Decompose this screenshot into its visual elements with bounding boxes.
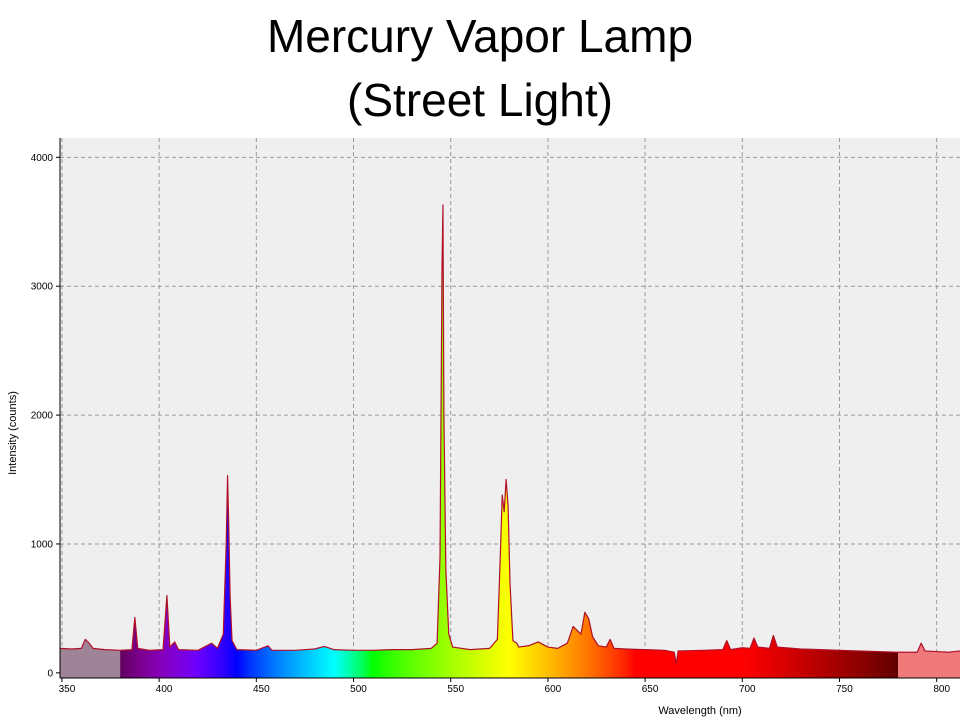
chart-title: (Street Light) bbox=[347, 74, 613, 126]
x-tick-label: 600 bbox=[545, 684, 562, 695]
chart-title: Mercury Vapor Lamp bbox=[267, 10, 693, 62]
x-tick-label: 650 bbox=[642, 684, 659, 695]
x-tick-label: 350 bbox=[59, 684, 76, 695]
x-tick-label: 550 bbox=[447, 684, 464, 695]
y-tick-label: 1000 bbox=[31, 539, 54, 550]
y-tick-label: 4000 bbox=[31, 153, 54, 164]
x-tick-label: 400 bbox=[156, 684, 173, 695]
x-axis-label: Wavelength (nm) bbox=[658, 705, 741, 717]
y-axis-label: Intensity (counts) bbox=[7, 391, 19, 475]
y-tick-label: 3000 bbox=[31, 282, 54, 293]
y-tick-label: 0 bbox=[47, 668, 53, 679]
x-tick-label: 750 bbox=[836, 684, 853, 695]
y-tick-label: 2000 bbox=[31, 411, 54, 422]
x-tick-label: 700 bbox=[739, 684, 756, 695]
x-tick-label: 500 bbox=[350, 684, 367, 695]
spectrum-line bbox=[59, 204, 960, 665]
x-tick-label: 800 bbox=[933, 684, 950, 695]
x-tick-label: 450 bbox=[253, 684, 270, 695]
